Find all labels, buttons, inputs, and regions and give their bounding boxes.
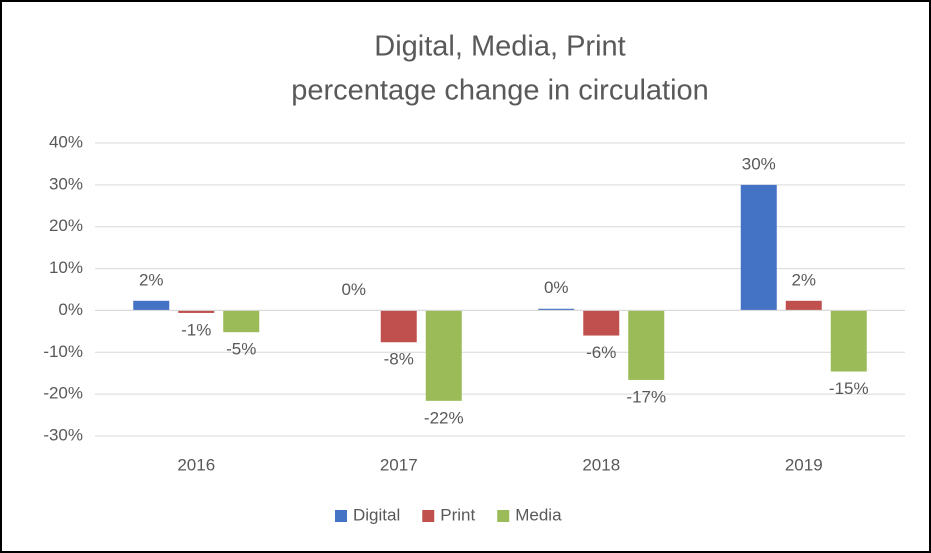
data-label: 2%: [139, 270, 164, 289]
bar: [628, 310, 665, 380]
bar: [425, 310, 462, 401]
data-label: 2%: [791, 270, 816, 289]
bar: [133, 300, 170, 311]
y-tick-label: 30%: [49, 174, 83, 193]
data-label: 0%: [341, 280, 366, 299]
legend-label: Print: [440, 505, 475, 524]
legend-swatch: [497, 510, 510, 522]
y-tick-label: 40%: [49, 132, 83, 151]
y-tick-label: -20%: [43, 384, 83, 403]
y-tick-label: 10%: [49, 258, 83, 277]
y-tick-label: -10%: [43, 342, 83, 361]
bar: [380, 310, 417, 343]
bar: [583, 310, 620, 336]
x-tick-label: 2018: [582, 455, 620, 474]
legend-swatch: [335, 510, 347, 522]
data-label: -8%: [384, 350, 414, 369]
chart-title: Digital, Media, Print: [374, 31, 625, 63]
x-tick-label: 2017: [380, 455, 418, 474]
x-tick-label: 2019: [785, 455, 823, 474]
legend-label: Digital: [353, 505, 400, 524]
data-label: 30%: [742, 154, 776, 173]
data-label: -5%: [226, 340, 256, 359]
bar: [740, 184, 777, 311]
bar: [178, 310, 215, 313]
bar: [830, 310, 867, 372]
data-label: -1%: [181, 320, 211, 339]
y-tick-label: -30%: [43, 425, 83, 444]
data-label: -6%: [586, 343, 616, 362]
legend-label: Media: [515, 505, 562, 524]
data-label: -17%: [626, 387, 666, 406]
bar: [538, 308, 575, 311]
y-tick-label: 20%: [49, 216, 83, 235]
legend-swatch: [422, 510, 435, 522]
y-tick-label: 0%: [58, 300, 83, 319]
bar: [785, 300, 822, 311]
chart-subtitle: percentage change in circulation: [291, 75, 709, 107]
x-tick-label: 2016: [177, 455, 215, 474]
bar: [223, 310, 260, 333]
data-label: 0%: [544, 278, 569, 297]
data-label: -15%: [829, 379, 869, 398]
data-label: -22%: [424, 408, 464, 427]
